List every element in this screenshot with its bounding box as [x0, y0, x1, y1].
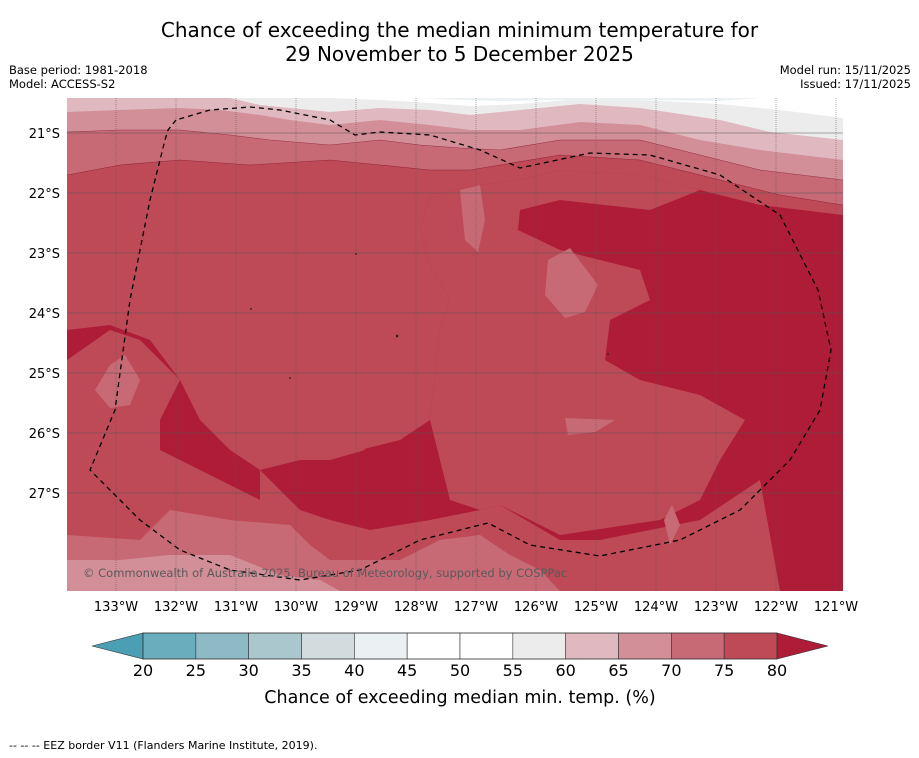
colorbar-segment [354, 632, 408, 660]
lon-label: 128°W [394, 600, 438, 615]
issued-date: Issued: 17/11/2025 [800, 77, 911, 91]
lat-label: 22°S [29, 187, 60, 202]
lat-label: 27°S [29, 487, 60, 502]
colorbar-segment [142, 632, 197, 660]
colorbar-label: Chance of exceeding median min. temp. (%… [264, 688, 655, 708]
lat-label: 23°S [29, 247, 60, 262]
colorbar-tick-label: 65 [608, 661, 628, 680]
colorbar-tick-label: 80 [767, 661, 787, 680]
lat-label: 25°S [29, 367, 60, 382]
lon-labels: 133°W 132°W 131°W 130°W 129°W 128°W 127°… [94, 600, 858, 615]
lat-label: 24°S [29, 307, 60, 322]
chart-title: Chance of exceeding the median minimum t… [0, 18, 919, 66]
meta-right: Model run: 15/11/2025 Issued: 17/11/2025 [780, 63, 911, 91]
colorbar-tick-label: 30 [238, 661, 258, 680]
lon-label: 133°W [94, 600, 138, 615]
lon-label: 130°W [274, 600, 318, 615]
colorbar-segment [565, 632, 619, 660]
copyright-note: © Commonwealth of Australia 2025, Bureau… [83, 566, 567, 580]
model-name: Model: ACCESS-S2 [9, 77, 116, 91]
lon-label: 121°W [814, 600, 858, 615]
colorbar-segment [301, 632, 355, 660]
lat-label: 21°S [29, 127, 60, 142]
colorbar-tick-label: 70 [661, 661, 681, 680]
lon-label: 122°W [754, 600, 798, 615]
lat-labels: 21°S 22°S 23°S 24°S 25°S 26°S 27°S [29, 127, 60, 502]
colorbar-segment [671, 632, 725, 660]
colorbar-tick-label: 50 [450, 661, 470, 680]
colorbar: 20 25 30 35 40 45 50 55 60 65 70 75 80 Chance of exc… [91, 632, 829, 708]
colorbar-tick-label: 35 [291, 661, 311, 680]
title-line-1: Chance of exceeding the median minimum t… [160, 18, 759, 42]
colorbar-tick-label: 60 [555, 661, 575, 680]
meta-left: Base period: 1981-2018 Model: ACCESS-S2 [9, 63, 148, 91]
eez-border [89, 106, 832, 581]
colorbar-high-extension [776, 632, 829, 660]
colorbar-tick-label: 45 [397, 661, 417, 680]
colorbar-segment [723, 632, 778, 660]
colorbar-segment [406, 632, 461, 660]
lon-label: 123°W [694, 600, 738, 615]
contour-fill [67, 98, 843, 591]
colorbar-tick-label: 40 [344, 661, 364, 680]
colorbar-tick-label: 20 [133, 661, 153, 680]
lon-label: 131°W [214, 600, 258, 615]
grid [67, 98, 843, 591]
lon-label: 129°W [334, 600, 378, 615]
colorbar-tick-label: 25 [186, 661, 206, 680]
lat-label: 26°S [29, 427, 60, 442]
colorbar-segment [248, 632, 302, 660]
title-line-2: 29 November to 5 December 2025 [285, 42, 634, 66]
lon-label: 124°W [634, 600, 678, 615]
model-run: Model run: 15/11/2025 [779, 63, 911, 77]
colorbar-low-extension [91, 632, 144, 660]
base-period: Base period: 1981-2018 [9, 63, 148, 77]
colorbar-segment [195, 632, 249, 660]
colorbar-segment [618, 632, 672, 660]
colorbar-tick-label: 75 [714, 661, 734, 680]
colorbar-segment [512, 632, 566, 660]
lon-label: 132°W [154, 600, 198, 615]
lon-label: 127°W [454, 600, 498, 615]
eez-footnote: -- -- -- EEZ border V11 (Flanders Marine… [9, 739, 318, 752]
lon-label: 125°W [574, 600, 618, 615]
lon-label: 126°W [514, 600, 558, 615]
island-markers [250, 253, 609, 379]
colorbar-segment [459, 632, 514, 660]
colorbar-tick-label: 55 [503, 661, 523, 680]
